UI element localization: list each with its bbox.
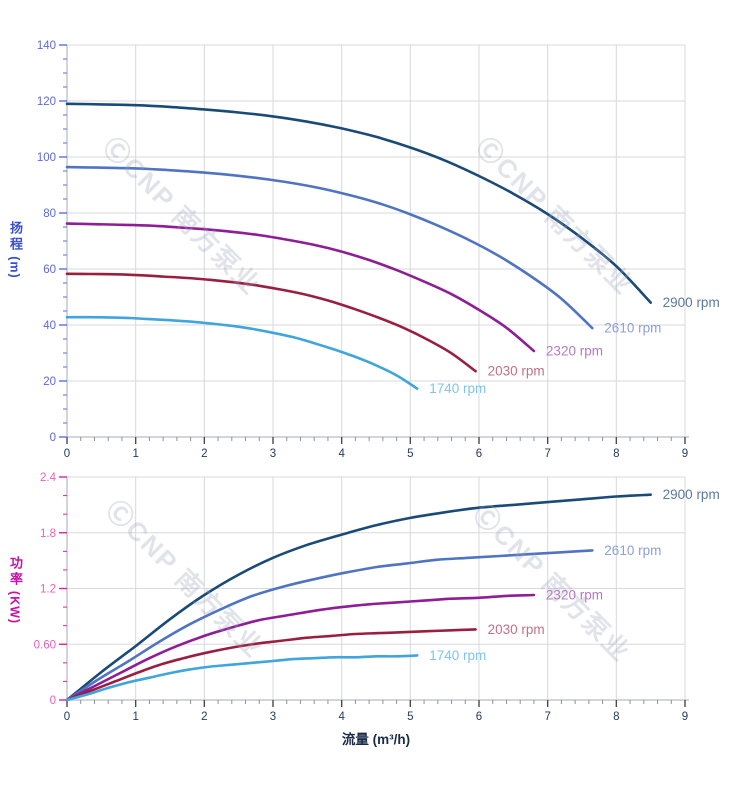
- head-rpm-label: 2320 rpm: [546, 344, 603, 359]
- power-rpm-label: 2030 rpm: [488, 622, 545, 637]
- power-x-tick-label: 6: [476, 711, 482, 723]
- power-x-tick-label: 2: [201, 711, 207, 723]
- power-rpm-label: 2320 rpm: [546, 588, 603, 603]
- power-x-tick-label: 4: [338, 711, 345, 723]
- power-rpm-label: 1740 rpm: [429, 648, 486, 663]
- head-axis-title-cn: 扬程: [7, 221, 23, 254]
- flow-axis-title: 流量 (m³/h): [341, 732, 411, 747]
- power-y-tick-label: 0: [50, 695, 56, 707]
- head-x-tick-label: 3: [270, 448, 276, 460]
- head-curve-2320rpm: [65, 222, 536, 353]
- head-axis-title-unit: (m): [7, 256, 22, 279]
- power-curve-1740rpm: [65, 654, 419, 702]
- head-curve-2610rpm: [65, 165, 594, 330]
- power-curve-2610rpm: [65, 549, 594, 702]
- head-x-tick-label: 0: [64, 448, 70, 460]
- power-rpm-label: 2610 rpm: [604, 543, 661, 558]
- power-y-tick-label: 1.8: [40, 528, 56, 540]
- head-rpm-label: 2900 rpm: [663, 295, 720, 310]
- head-x-tick-label: 9: [682, 448, 688, 460]
- head-rpm-label: 1740 rpm: [429, 381, 486, 396]
- head-rpm-label: 2610 rpm: [604, 321, 661, 336]
- power-x-tick-label: 1: [132, 711, 138, 723]
- power-axis-title-cn: 功率: [7, 555, 23, 588]
- head-axis-title: 扬程 (m): [7, 221, 23, 279]
- power-curve-2320rpm: [65, 593, 536, 702]
- power-y-tick-label: 2.4: [40, 472, 57, 484]
- power-curve-2030rpm: [65, 628, 477, 702]
- head-curve-2030rpm: [65, 272, 477, 373]
- power-curve-2900rpm: [65, 493, 652, 702]
- power-x-tick-label: 9: [682, 711, 688, 723]
- head-x-tick-label: 2: [201, 448, 207, 460]
- power-axis-title: 功率 (KW): [7, 555, 23, 625]
- head-curve-2900rpm: [65, 102, 652, 304]
- power-y-tick-label: 0.60: [34, 639, 56, 651]
- head-x-tick-label: 4: [338, 448, 345, 460]
- head-x-tick-label: 6: [476, 448, 482, 460]
- power-rpm-label: 2900 rpm: [663, 487, 720, 502]
- head-y-tick-label: 100: [37, 152, 56, 164]
- power-x-tick-label: 7: [544, 711, 550, 723]
- head-y-tick-label: 120: [37, 96, 56, 108]
- head-x-tick-label: 7: [544, 448, 550, 460]
- head-y-tick-label: 20: [43, 376, 56, 388]
- power-x-tick-label: 0: [64, 711, 70, 723]
- power-x-tick-label: 5: [407, 711, 413, 723]
- head-x-tick-label: 5: [407, 448, 413, 460]
- power-y-tick-label: 1.2: [40, 584, 56, 596]
- head-x-tick-label: 8: [613, 448, 619, 460]
- power-axis-title-unit: (KW): [7, 590, 22, 625]
- head-curve-1740rpm: [65, 315, 419, 390]
- head-x-tick-label: 1: [132, 448, 138, 460]
- power-x-tick-label: 3: [270, 711, 276, 723]
- head-y-tick-label: 60: [43, 264, 56, 276]
- head-y-tick-label: 40: [43, 320, 56, 332]
- power-x-tick-label: 8: [613, 711, 619, 723]
- head-y-tick-label: 140: [37, 40, 56, 52]
- head-y-tick-label: 80: [43, 208, 56, 220]
- head-y-tick-label: 0: [50, 432, 56, 444]
- head-rpm-label: 2030 rpm: [488, 364, 545, 379]
